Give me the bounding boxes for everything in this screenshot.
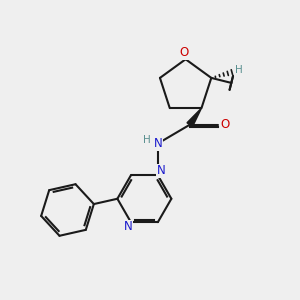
Text: O: O: [179, 46, 188, 59]
Text: H: H: [143, 136, 151, 146]
Text: H: H: [235, 65, 243, 75]
Polygon shape: [187, 108, 202, 127]
Text: N: N: [124, 220, 132, 233]
Text: N: N: [157, 164, 165, 177]
Text: N: N: [154, 137, 162, 150]
Text: O: O: [221, 118, 230, 131]
